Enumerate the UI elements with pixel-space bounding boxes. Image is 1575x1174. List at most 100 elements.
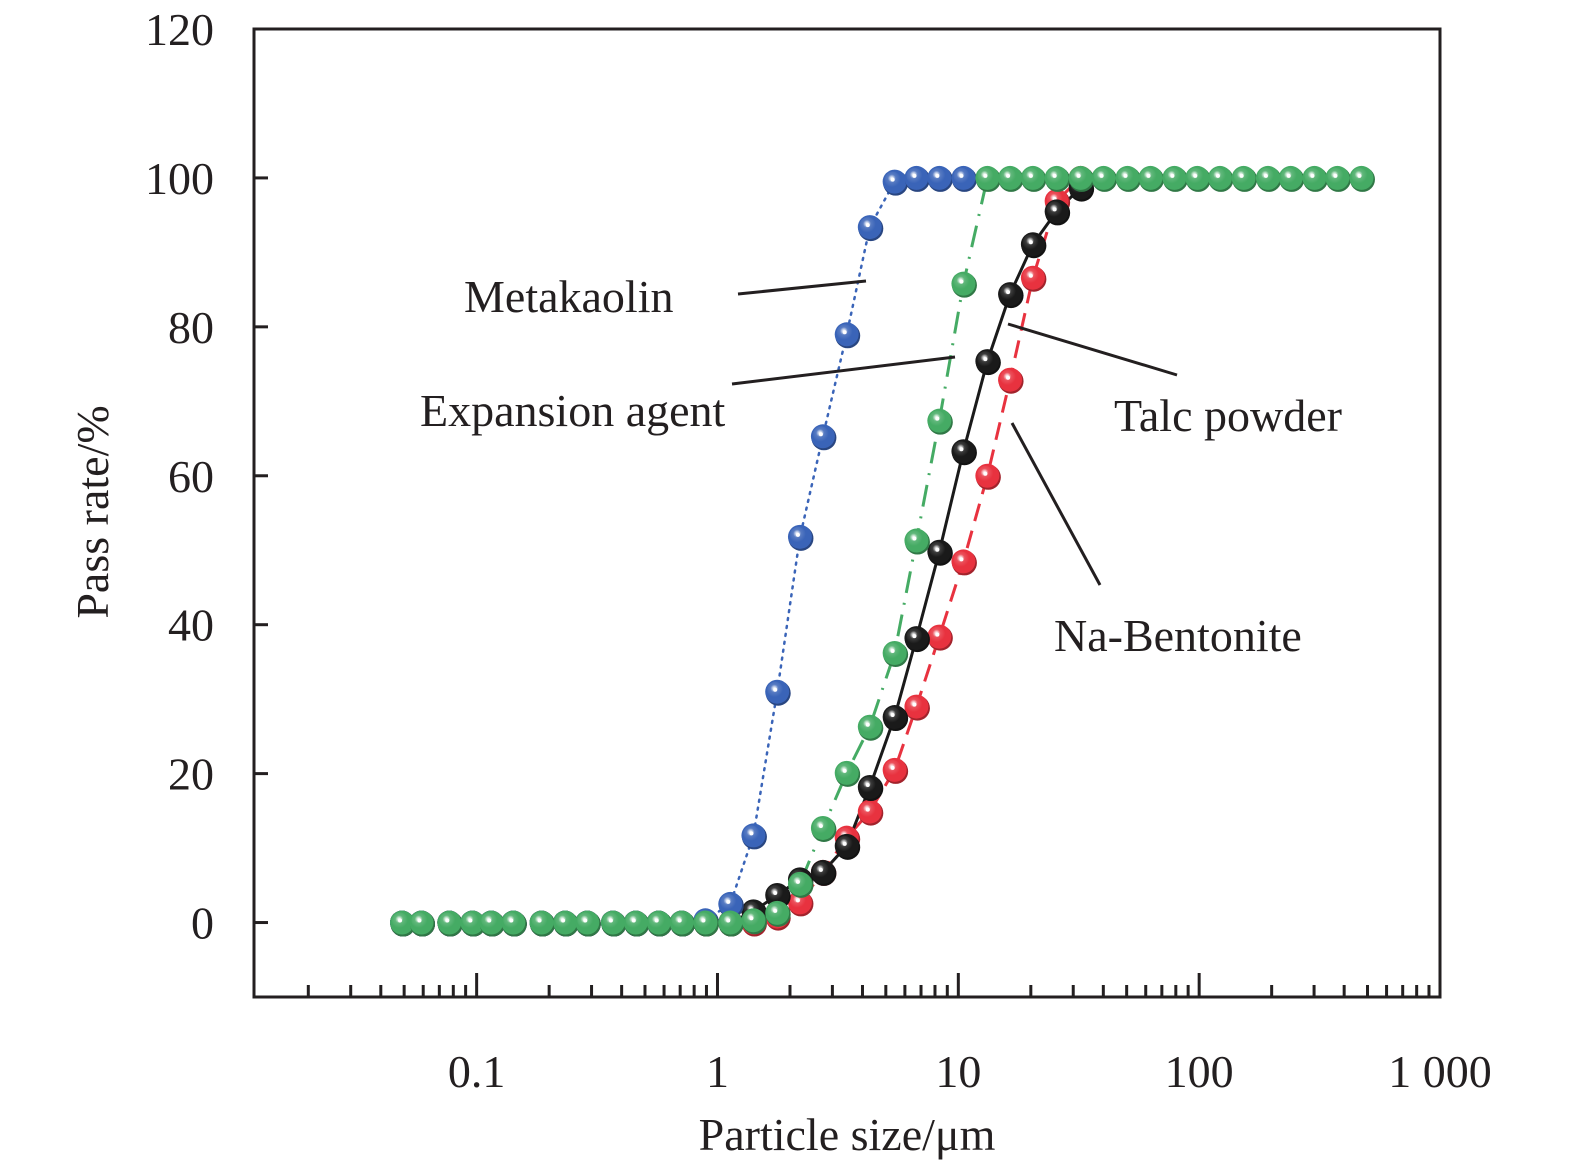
data-point-na-bentonite [882,757,909,784]
y-tick-label: 120 [145,4,214,55]
data-point-expansion-agent [857,714,884,741]
y-tick-label: 0 [191,898,214,949]
data-point-talc-powder [951,439,977,466]
data-point-expansion-agent [998,165,1024,192]
data-point-expansion-agent [1185,165,1211,192]
data-point-metakaolin [718,891,744,918]
x-axis-title: Particle size/μm [699,1109,996,1160]
data-point-expansion-agent [1162,165,1188,192]
data-point-metakaolin [927,165,953,192]
data-point-expansion-agent [600,910,627,937]
data-point-expansion-agent [479,910,505,937]
x-tick-label: 1 [706,1046,729,1097]
data-point-talc-powder [857,775,884,802]
y-tick-label: 40 [168,600,214,651]
data-point-expansion-agent [1044,165,1071,192]
data-point-metakaolin [834,322,861,349]
data-point-talc-powder [882,705,909,732]
data-point-metakaolin [765,679,791,706]
annotation-metakaolin: Metakaolin [464,271,674,322]
data-point-talc-powder [904,626,930,653]
data-point-expansion-agent [437,910,463,937]
na-bentonite-leader-line [1010,422,1102,586]
data-point-expansion-agent [1138,165,1165,192]
series-points [390,165,1375,937]
data-point-expansion-agent [882,640,909,667]
data-point-expansion-agent [693,910,719,937]
series-line-expansion-agent [730,177,989,924]
data-point-talc-powder [927,539,953,566]
data-point-expansion-agent [460,910,486,937]
data-point-na-bentonite [951,549,977,576]
data-point-talc-powder [834,833,861,860]
y-tick-label: 80 [168,302,214,353]
y-tick-label: 60 [168,451,214,502]
x-tick-label: 0.1 [448,1046,506,1097]
x-tick-label: 1 000 [1388,1046,1492,1097]
y-axis-ticks [254,27,268,925]
data-point-expansion-agent [1302,165,1328,192]
data-point-metakaolin [810,424,837,451]
data-point-talc-powder [810,859,837,886]
data-point-metakaolin [787,524,814,551]
data-point-na-bentonite [1020,265,1047,292]
data-point-expansion-agent [1207,165,1234,192]
data-point-na-bentonite [998,367,1024,394]
data-point-expansion-agent [927,408,953,435]
data-point-expansion-agent [646,910,673,937]
data-point-talc-powder [1020,232,1047,259]
data-point-metakaolin [741,823,767,850]
metakaolin-leader-line [737,279,867,296]
series-line-metakaolin [680,176,918,924]
data-point-expansion-agent [765,900,791,927]
data-point-metakaolin [951,165,977,192]
data-point-metakaolin [882,169,909,196]
expansion-agent-leader-line [731,355,956,386]
data-point-expansion-agent [904,528,930,555]
data-point-expansion-agent [810,815,837,842]
data-point-metakaolin [857,215,884,242]
data-point-expansion-agent [623,910,650,937]
data-point-talc-powder [998,282,1024,309]
data-point-expansion-agent [975,165,1001,192]
y-tick-label: 20 [168,749,214,800]
x-tick-label: 100 [1165,1046,1234,1097]
data-point-expansion-agent [1255,165,1282,192]
x-tick-label: 10 [935,1046,981,1097]
data-point-talc-powder [1044,199,1071,226]
data-point-expansion-agent [741,908,767,935]
annotation-expansion-agent: Expansion agent [420,385,726,436]
data-point-expansion-agent [1068,165,1095,192]
data-point-expansion-agent [1349,165,1375,192]
annotation-talc-powder: Talc powder [1114,390,1342,441]
data-point-talc-powder [975,349,1001,376]
data-point-expansion-agent [1091,165,1118,192]
data-point-expansion-agent [1115,165,1141,192]
data-point-expansion-agent [834,760,861,787]
data-point-expansion-agent [787,871,814,898]
data-point-expansion-agent [553,910,579,937]
y-axis-title: Pass rate/% [67,405,118,618]
data-point-expansion-agent [1278,165,1305,192]
data-point-na-bentonite [927,624,953,651]
data-point-expansion-agent [1231,165,1258,192]
data-point-expansion-agent [575,910,601,937]
data-point-expansion-agent [529,910,556,937]
plot-frame [252,27,1442,999]
talc-powder-leader-line [1007,322,1178,377]
data-point-expansion-agent [409,910,435,937]
data-point-na-bentonite [857,799,884,826]
data-point-expansion-agent [1020,165,1047,192]
data-point-metakaolin [904,165,930,192]
data-point-expansion-agent [669,910,696,937]
data-point-expansion-agent [390,910,416,937]
y-tick-label: 100 [145,153,214,204]
x-axis-ticks [306,973,1442,997]
data-point-expansion-agent [1325,165,1351,192]
data-point-talc-powder [765,882,791,909]
data-point-na-bentonite [975,463,1001,490]
data-point-expansion-agent [718,910,744,937]
data-point-expansion-agent [501,910,527,937]
data-point-expansion-agent [951,271,977,298]
